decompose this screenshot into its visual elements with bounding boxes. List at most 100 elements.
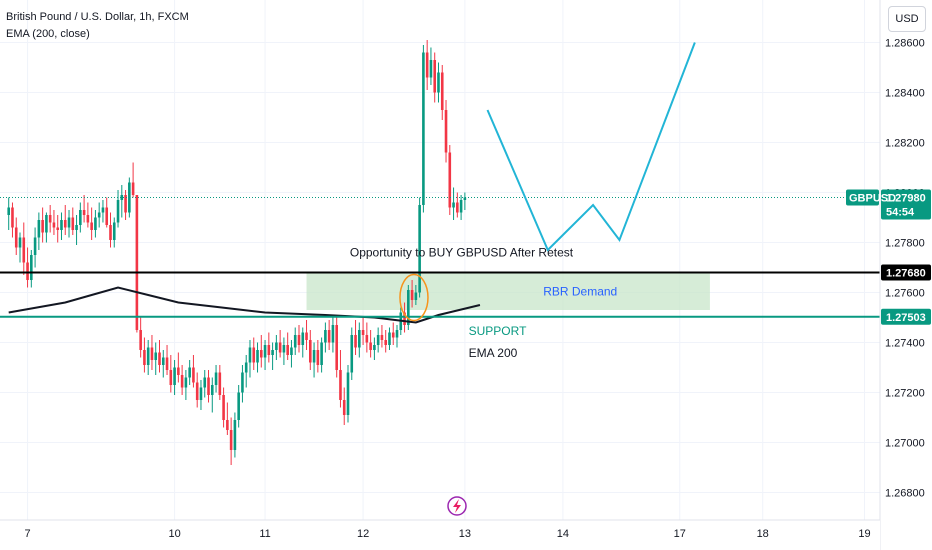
candle[interactable] xyxy=(309,330,312,370)
candle[interactable] xyxy=(161,350,165,378)
candle[interactable] xyxy=(94,210,97,238)
candle[interactable] xyxy=(109,212,112,248)
candle[interactable] xyxy=(425,40,429,90)
candle[interactable] xyxy=(22,222,26,276)
candle[interactable] xyxy=(67,210,71,238)
candle[interactable] xyxy=(97,202,101,228)
candle[interactable] xyxy=(105,197,109,228)
candle[interactable] xyxy=(440,65,444,120)
candle[interactable] xyxy=(256,342,259,373)
candle[interactable] xyxy=(324,322,327,353)
candle[interactable] xyxy=(271,342,274,371)
candle[interactable] xyxy=(154,342,158,376)
candle[interactable] xyxy=(335,315,338,378)
candle[interactable] xyxy=(192,355,195,388)
candle[interactable] xyxy=(226,402,229,436)
candle[interactable] xyxy=(131,162,135,198)
candle[interactable] xyxy=(376,327,380,353)
candle[interactable] xyxy=(203,370,207,398)
candle[interactable] xyxy=(433,52,437,103)
candle[interactable] xyxy=(218,365,222,400)
candle[interactable] xyxy=(373,337,376,361)
candle[interactable] xyxy=(124,190,127,220)
candle[interactable] xyxy=(354,320,357,355)
candle[interactable] xyxy=(48,205,52,233)
candle[interactable] xyxy=(384,330,387,353)
candle[interactable] xyxy=(358,322,361,358)
candle[interactable] xyxy=(342,387,346,426)
candle[interactable] xyxy=(331,317,335,353)
candle[interactable] xyxy=(90,207,93,241)
candle[interactable] xyxy=(380,325,384,348)
candle[interactable] xyxy=(320,337,323,373)
candle[interactable] xyxy=(290,340,293,368)
candle[interactable] xyxy=(275,335,278,360)
candle[interactable] xyxy=(116,190,120,228)
candle[interactable] xyxy=(267,332,271,363)
candle[interactable] xyxy=(207,370,210,403)
candle[interactable] xyxy=(407,285,410,330)
candle[interactable] xyxy=(346,365,350,423)
candle[interactable] xyxy=(18,232,22,263)
candle[interactable] xyxy=(293,327,297,356)
candle[interactable] xyxy=(395,325,399,348)
candle[interactable] xyxy=(45,212,48,243)
candle[interactable] xyxy=(259,335,263,368)
candle[interactable] xyxy=(41,207,44,243)
candle[interactable] xyxy=(143,337,146,373)
candle[interactable] xyxy=(210,377,214,413)
candle[interactable] xyxy=(63,205,67,235)
candle[interactable] xyxy=(456,192,459,218)
candle[interactable] xyxy=(252,337,256,371)
candle[interactable] xyxy=(369,330,372,358)
candle[interactable] xyxy=(459,195,463,220)
candle[interactable] xyxy=(365,322,369,353)
indicator-legend[interactable]: EMA (200, close) xyxy=(6,28,90,40)
candle[interactable] xyxy=(195,372,199,408)
candles-layer[interactable] xyxy=(7,40,467,466)
candle[interactable] xyxy=(150,335,154,370)
candle[interactable] xyxy=(86,202,90,228)
candle[interactable] xyxy=(437,62,440,103)
candle[interactable] xyxy=(305,320,308,350)
currency-button[interactable]: USD xyxy=(888,6,926,32)
candle[interactable] xyxy=(316,340,320,373)
candle[interactable] xyxy=(75,215,78,245)
lightning-icon[interactable] xyxy=(447,496,467,516)
candle[interactable] xyxy=(414,285,418,305)
candle[interactable] xyxy=(82,195,86,223)
candle[interactable] xyxy=(312,342,316,378)
candle[interactable] xyxy=(177,352,180,383)
candle[interactable] xyxy=(79,202,82,233)
candle[interactable] xyxy=(410,280,414,308)
candle[interactable] xyxy=(237,385,240,428)
candle[interactable] xyxy=(26,247,29,288)
candle[interactable] xyxy=(11,202,14,238)
candle[interactable] xyxy=(158,340,161,373)
candle[interactable] xyxy=(452,187,455,221)
candle[interactable] xyxy=(37,212,41,251)
candle[interactable] xyxy=(165,345,169,375)
candle[interactable] xyxy=(188,360,191,385)
candle[interactable] xyxy=(101,200,105,223)
candle[interactable] xyxy=(229,417,233,466)
candle[interactable] xyxy=(135,195,139,333)
candle[interactable] xyxy=(233,412,237,458)
candle[interactable] xyxy=(180,365,184,395)
candle[interactable] xyxy=(463,192,467,211)
candle[interactable] xyxy=(7,197,10,231)
candle[interactable] xyxy=(248,340,252,378)
candle[interactable] xyxy=(388,327,391,351)
candle[interactable] xyxy=(214,365,218,393)
candle[interactable] xyxy=(14,217,18,256)
candle[interactable] xyxy=(120,185,124,218)
candle[interactable] xyxy=(282,337,286,366)
candle[interactable] xyxy=(112,217,116,248)
candle[interactable] xyxy=(60,212,63,241)
candle[interactable] xyxy=(173,360,176,395)
candle[interactable] xyxy=(222,387,225,428)
candle[interactable] xyxy=(361,317,365,346)
candle[interactable] xyxy=(350,327,354,381)
candle[interactable] xyxy=(418,197,421,298)
